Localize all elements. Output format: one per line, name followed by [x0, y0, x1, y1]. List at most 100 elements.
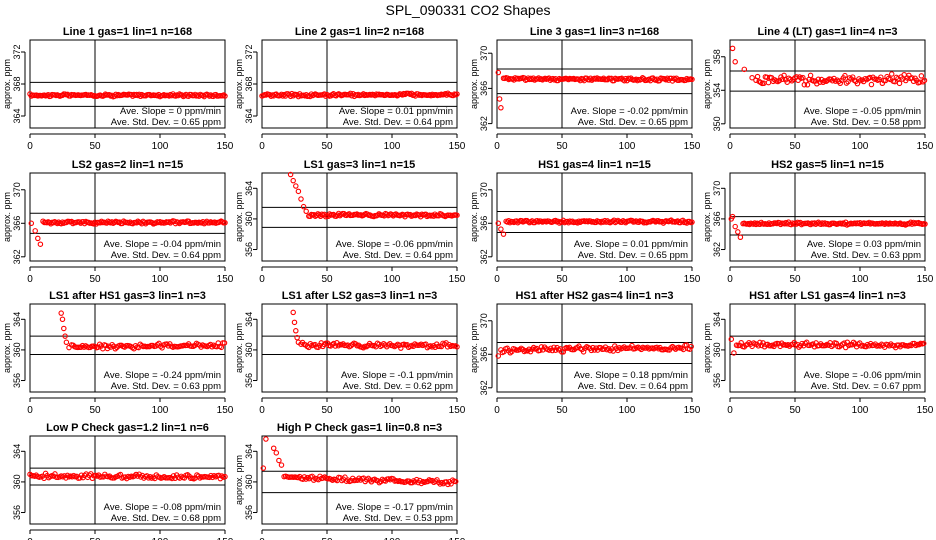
- x-tick-label: 0: [494, 274, 500, 285]
- x-tick-label: 100: [152, 537, 169, 540]
- y-axis-label: approx. ppm: [2, 59, 12, 109]
- y-tick-label: 364: [244, 312, 254, 327]
- panel-title: LS1 gas=3 lin=1 n=15: [304, 159, 416, 171]
- x-tick-label: 150: [449, 141, 466, 152]
- data-points: [260, 436, 459, 488]
- y-tick-label: 362: [712, 242, 722, 257]
- y-tick-label: 358: [712, 49, 722, 64]
- data-point: [737, 234, 744, 241]
- x-tick-label: 0: [494, 141, 500, 152]
- x-tick-label: 50: [789, 405, 801, 416]
- y-axis-label: approx. ppm: [234, 192, 244, 242]
- data-point: [276, 457, 282, 464]
- stats-annotation-2: Ave. Std. Dev. = 0.62 ppm: [343, 381, 453, 392]
- data-point: [290, 309, 296, 316]
- stats-annotation-1: Ave. Slope = -0.04 ppm/min: [104, 239, 221, 250]
- data-point: [754, 73, 761, 80]
- panel-title: HS1 after LS1 gas=4 lin=1 n=3: [749, 290, 906, 302]
- data-point: [807, 72, 814, 79]
- data-point: [32, 228, 38, 234]
- y-tick-label: 356: [12, 373, 22, 388]
- stats-annotation-1: Ave. Slope = 0.18 ppm/min: [574, 370, 688, 381]
- x-tick-label: 50: [321, 141, 333, 152]
- data-point: [222, 93, 228, 99]
- data-point: [222, 473, 228, 480]
- data-point: [61, 325, 67, 332]
- y-axis-label: approx. ppm: [2, 323, 12, 373]
- data-point: [729, 213, 736, 220]
- x-tick-label: 0: [727, 405, 733, 416]
- plot-frame: [29, 435, 226, 525]
- y-tick-label: 350: [712, 116, 722, 131]
- x-tick-label: 150: [917, 274, 934, 285]
- x-tick-label: 0: [259, 274, 265, 285]
- data-point: [729, 45, 736, 52]
- data-point: [735, 229, 741, 235]
- data-point: [921, 77, 928, 84]
- y-axis-label: approx. ppm: [469, 323, 479, 373]
- data-point: [263, 436, 269, 442]
- data-point: [842, 72, 848, 79]
- stats-annotation-2: Ave. Std. Dev. = 0.63 ppm: [811, 250, 921, 261]
- data-point: [303, 476, 309, 482]
- data-point: [896, 80, 903, 87]
- data-point: [498, 226, 504, 232]
- y-tick-label: 364: [12, 108, 22, 123]
- data-point: [868, 81, 875, 88]
- data-point: [917, 79, 923, 85]
- data-point: [303, 208, 309, 215]
- data-point: [322, 213, 329, 220]
- stats-annotation-2: Ave. Std. Dev. = 0.65 ppm: [111, 117, 221, 128]
- panel-title: Line 2 gas=1 lin=2 n=168: [295, 26, 424, 38]
- stats-annotation-1: Ave. Slope = -0.24 ppm/min: [104, 370, 221, 381]
- y-tick-label: 356: [244, 373, 254, 388]
- data-point: [293, 328, 299, 334]
- chart-panel-6: LS1 gas=3 lin=1 n=15 approx. ppm 0 50 100 150…: [234, 159, 466, 285]
- data-point: [732, 223, 738, 230]
- chart-panel-14: High P Check gas=1 lin=0.8 n=3 approx. pp…: [234, 422, 466, 540]
- data-point: [888, 71, 895, 77]
- chart-panel-7: HS1 gas=4 lin=1 n=15 approx. ppm 0 50 100 150…: [469, 159, 701, 285]
- stats-annotation-2: Ave. Std. Dev. = 0.65 ppm: [578, 250, 688, 261]
- data-point: [498, 105, 504, 111]
- x-tick-label: 0: [259, 405, 265, 416]
- data-point: [689, 76, 695, 83]
- x-tick-label: 50: [89, 274, 101, 285]
- x-tick-label: 150: [449, 274, 466, 285]
- chart-panel-4: Line 4 (LT) gas=1 lin=4 n=3 approx. ppm 0 5…: [702, 26, 934, 152]
- data-point: [156, 340, 162, 347]
- data-point: [77, 475, 83, 481]
- data-point: [452, 478, 459, 485]
- stats-annotation-2: Ave. Std. Dev. = 0.64 ppm: [111, 250, 221, 261]
- data-points: [27, 91, 228, 100]
- y-tick-label: 372: [244, 44, 254, 59]
- y-tick-label: 370: [712, 181, 722, 196]
- stats-annotation-1: Ave. Slope = -0.02 ppm/min: [571, 106, 688, 117]
- x-tick-label: 150: [684, 405, 701, 416]
- x-tick-label: 150: [449, 405, 466, 416]
- x-tick-label: 100: [852, 405, 869, 416]
- data-point: [800, 74, 806, 81]
- stats-annotation-1: Ave. Slope = -0.06 ppm/min: [336, 239, 453, 250]
- stats-annotation-2: Ave. Std. Dev. = 0.64 ppm: [343, 117, 453, 128]
- x-tick-label: 150: [917, 141, 934, 152]
- data-point: [222, 219, 228, 226]
- data-point: [495, 220, 502, 227]
- y-tick-label: 372: [12, 44, 22, 59]
- x-tick-label: 0: [27, 141, 33, 152]
- panel-title: Line 3 gas=1 lin=3 n=168: [530, 26, 659, 38]
- x-tick-label: 100: [152, 141, 169, 152]
- y-tick-label: 364: [244, 444, 254, 459]
- figure-title: SPL_090331 CO2 Shapes: [385, 2, 550, 18]
- data-point: [270, 445, 277, 451]
- y-tick-label: 364: [12, 444, 22, 459]
- data-point: [922, 221, 928, 227]
- y-tick-label: 364: [712, 312, 722, 327]
- y-tick-label: 370: [479, 46, 489, 61]
- data-point: [63, 339, 70, 346]
- data-points: [495, 342, 694, 359]
- panel-title: LS1 after LS2 gas=3 lin=1 n=3: [282, 290, 438, 302]
- chart-panel-1: Line 1 gas=1 lin=1 n=168 approx. ppm 0 50 10…: [2, 26, 234, 152]
- data-point: [688, 343, 694, 350]
